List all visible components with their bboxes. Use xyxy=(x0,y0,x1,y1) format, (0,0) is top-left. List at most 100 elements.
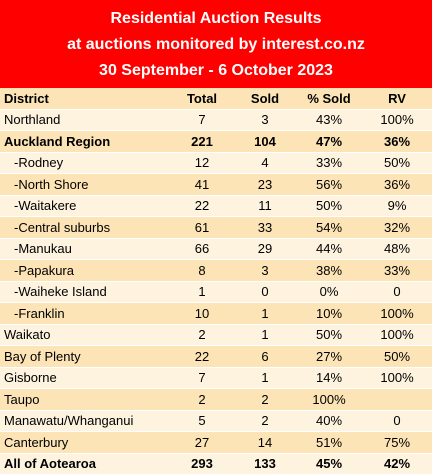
sold-cell: 23 xyxy=(234,173,296,196)
table-row: Waikato 2 1 50% 100% xyxy=(0,324,432,346)
sold-cell: 4 xyxy=(234,152,296,174)
total-cell: 27 xyxy=(170,431,234,454)
column-header-total: Total xyxy=(170,88,234,110)
table-row: Northland 7 3 43% 100% xyxy=(0,109,432,131)
rv-cell: 100% xyxy=(362,109,432,131)
rv-cell: 50% xyxy=(362,152,432,174)
total-cell: 66 xyxy=(170,238,234,260)
sold-cell: 6 xyxy=(234,345,296,368)
pct-sold-cell: 50% xyxy=(296,324,362,346)
column-header-pct-sold: % Sold xyxy=(296,88,362,110)
pct-sold-cell: 100% xyxy=(296,388,362,411)
district-cell: -Waiheke Island xyxy=(0,281,170,303)
district-cell: Gisborne xyxy=(0,367,170,389)
district-cell: Manawatu/Whanganui xyxy=(0,410,170,432)
district-cell: All of Aotearoa xyxy=(0,453,170,475)
total-cell: 221 xyxy=(170,130,234,153)
column-header-sold: Sold xyxy=(234,88,296,110)
pct-sold-cell: 33% xyxy=(296,152,362,174)
table-row: Manawatu/Whanganui 5 2 40% 0 xyxy=(0,410,432,432)
district-cell: Auckland Region xyxy=(0,130,170,153)
table-row: -Papakura 8 3 38% 33% xyxy=(0,259,432,282)
table-total-row: All of Aotearoa 293 133 45% 42% xyxy=(0,453,432,475)
total-cell: 7 xyxy=(170,367,234,389)
title-line-3: 30 September - 6 October 2023 xyxy=(99,62,333,79)
pct-sold-cell: 54% xyxy=(296,216,362,239)
table-row: Auckland Region 221 104 47% 36% xyxy=(0,130,432,153)
table-row: -North Shore 41 23 56% 36% xyxy=(0,173,432,196)
total-cell: 2 xyxy=(170,388,234,411)
table-row: Gisborne 7 1 14% 100% xyxy=(0,367,432,389)
sold-cell: 3 xyxy=(234,109,296,131)
table-row: -Rodney 12 4 33% 50% xyxy=(0,152,432,174)
pct-sold-cell: 44% xyxy=(296,238,362,260)
pct-sold-cell: 38% xyxy=(296,259,362,282)
rv-cell: 100% xyxy=(362,367,432,389)
district-cell: -Central suburbs xyxy=(0,216,170,239)
district-cell: Canterbury xyxy=(0,431,170,454)
table-row: -Central suburbs 61 33 54% 32% xyxy=(0,216,432,239)
district-cell: Northland xyxy=(0,109,170,131)
rv-cell: 0 xyxy=(362,281,432,303)
pct-sold-cell: 40% xyxy=(296,410,362,432)
table-row: -Waiheke Island 1 0 0% 0 xyxy=(0,281,432,303)
pct-sold-cell: 50% xyxy=(296,195,362,217)
district-cell: -Franklin xyxy=(0,302,170,325)
district-cell: -Rodney xyxy=(0,152,170,174)
pct-sold-cell: 14% xyxy=(296,367,362,389)
rv-cell: 100% xyxy=(362,302,432,325)
sold-cell: 2 xyxy=(234,388,296,411)
column-header-rv: RV xyxy=(362,88,432,110)
rv-cell: 36% xyxy=(362,130,432,153)
pct-sold-cell: 43% xyxy=(296,109,362,131)
column-header-district: District xyxy=(0,88,170,110)
district-cell: -North Shore xyxy=(0,173,170,196)
rv-cell: 50% xyxy=(362,345,432,368)
table-row: Canterbury 27 14 51% 75% xyxy=(0,431,432,454)
pct-sold-cell: 0% xyxy=(296,281,362,303)
sold-cell: 11 xyxy=(234,195,296,217)
total-cell: 22 xyxy=(170,195,234,217)
pct-sold-cell: 10% xyxy=(296,302,362,325)
pct-sold-cell: 56% xyxy=(296,173,362,196)
sold-cell: 14 xyxy=(234,431,296,454)
sold-cell: 104 xyxy=(234,130,296,153)
pct-sold-cell: 27% xyxy=(296,345,362,368)
rv-cell: 33% xyxy=(362,259,432,282)
rv-cell: 100% xyxy=(362,324,432,346)
total-cell: 22 xyxy=(170,345,234,368)
table-row: -Waitakere 22 11 50% 9% xyxy=(0,195,432,217)
rv-cell: 0 xyxy=(362,410,432,432)
sold-cell: 29 xyxy=(234,238,296,260)
sold-cell: 1 xyxy=(234,302,296,325)
sold-cell: 1 xyxy=(234,324,296,346)
total-cell: 2 xyxy=(170,324,234,346)
sold-cell: 2 xyxy=(234,410,296,432)
results-table: District Total Sold % Sold RV Northland … xyxy=(0,88,432,475)
district-cell: Waikato xyxy=(0,324,170,346)
district-cell: -Papakura xyxy=(0,259,170,282)
table-row: -Franklin 10 1 10% 100% xyxy=(0,302,432,325)
total-cell: 293 xyxy=(170,453,234,475)
total-cell: 8 xyxy=(170,259,234,282)
table-row: Taupo 2 2 100% xyxy=(0,388,432,411)
district-cell: Taupo xyxy=(0,388,170,411)
total-cell: 7 xyxy=(170,109,234,131)
total-cell: 10 xyxy=(170,302,234,325)
title-line-1: Residential Auction Results xyxy=(110,10,322,27)
title-line-2: at auctions monitored by interest.co.nz xyxy=(67,36,365,53)
rv-cell xyxy=(362,388,432,411)
rv-cell: 48% xyxy=(362,238,432,260)
total-cell: 12 xyxy=(170,152,234,174)
table-header-row: District Total Sold % Sold RV xyxy=(0,88,432,110)
rv-cell: 32% xyxy=(362,216,432,239)
rv-cell: 42% xyxy=(362,453,432,475)
total-cell: 41 xyxy=(170,173,234,196)
district-cell: -Manukau xyxy=(0,238,170,260)
total-cell: 5 xyxy=(170,410,234,432)
sold-cell: 33 xyxy=(234,216,296,239)
table-row: Bay of Plenty 22 6 27% 50% xyxy=(0,345,432,368)
sold-cell: 0 xyxy=(234,281,296,303)
rv-cell: 75% xyxy=(362,431,432,454)
rv-cell: 9% xyxy=(362,195,432,217)
